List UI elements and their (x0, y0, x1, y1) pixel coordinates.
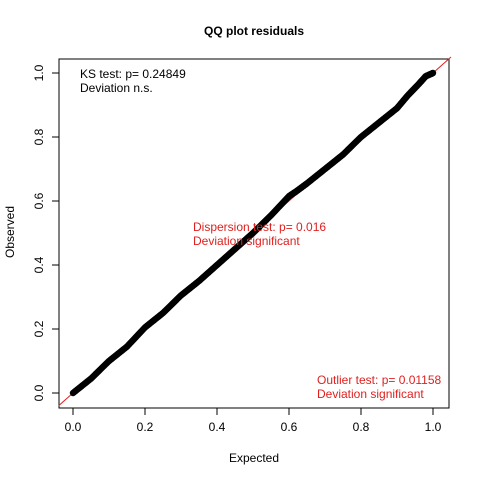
y-tick-label: 0.8 (32, 128, 46, 145)
y-tick-label: 0.6 (32, 192, 46, 209)
chart-title: QQ plot residuals (204, 24, 304, 38)
x-tick-label: 0.6 (281, 420, 298, 434)
x-tick-label: 1.0 (425, 420, 442, 434)
annotation-text: KS test: p= 0.24849 (80, 67, 186, 81)
annotation-text: Outlier test: p= 0.01158 (317, 373, 442, 387)
x-tick-label: 0.2 (137, 420, 154, 434)
y-tick-label: 0.2 (32, 320, 46, 337)
x-tick-label: 0.0 (65, 420, 82, 434)
x-tick-label: 0.8 (353, 420, 370, 434)
y-axis-label: Observed (3, 206, 17, 258)
axes: 0.0 0.2 0.4 0.6 0.8 1.0 0.0 0.2 0.4 0.6 0.8 1.0 (32, 64, 442, 434)
annotation-text: Deviation significant (317, 387, 424, 401)
y-tick-label: 1.0 (32, 64, 46, 81)
y-tick-label: 0.0 (32, 384, 46, 401)
y-tick-label: 0.4 (32, 256, 46, 273)
x-tick-label: 0.4 (209, 420, 226, 434)
annotation-text: Deviation significant (193, 234, 300, 248)
data-point (429, 69, 437, 77)
x-axis-label: Expected (229, 451, 279, 465)
annotation-text: Deviation n.s. (80, 81, 153, 95)
annotation-text: Dispersion test: p= 0.016 (193, 220, 326, 234)
points-group (69, 69, 437, 397)
